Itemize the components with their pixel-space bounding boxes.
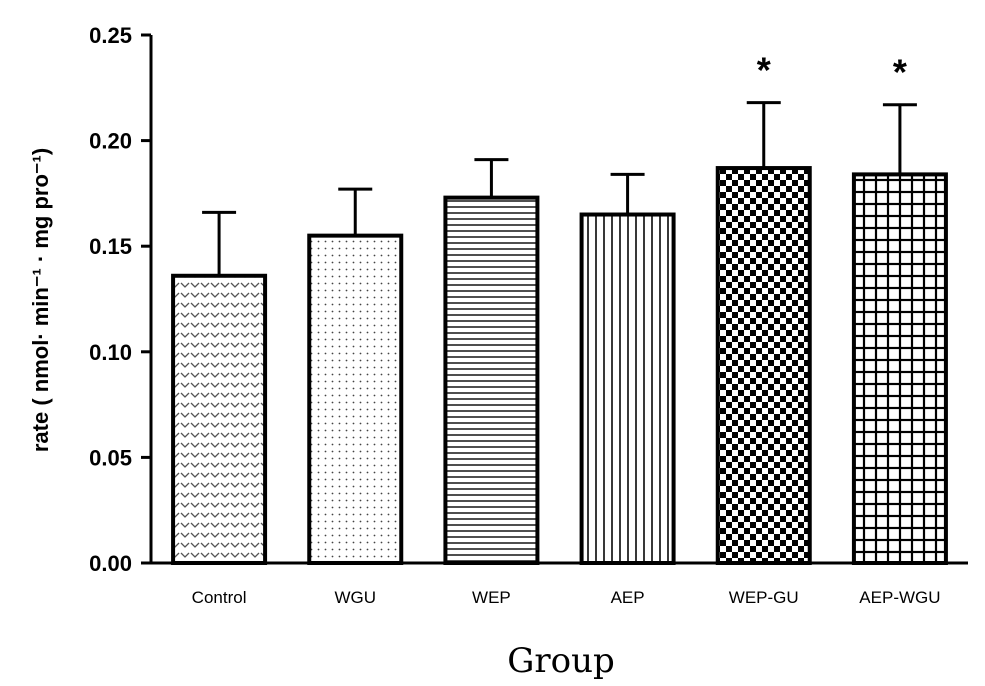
category-label: WGU	[334, 588, 376, 607]
bar-aep-wgu	[853, 174, 946, 563]
y-tick-label: 0.15	[89, 234, 132, 259]
bar-aep	[581, 214, 674, 563]
bar-wgu	[309, 235, 402, 563]
y-tick-label: 0.05	[89, 445, 132, 470]
bars: * *	[171, 50, 948, 566]
category-labels: Control WGU WEP AEP WEP-GU AEP-WGU	[192, 588, 941, 607]
y-tick-label: 0.10	[89, 340, 132, 365]
y-tick-label: 0.00	[89, 551, 132, 576]
y-tick-label: 0.25	[89, 23, 132, 48]
category-label: AEP-WGU	[859, 588, 940, 607]
axes	[149, 35, 968, 565]
category-label: WEP-GU	[729, 588, 799, 607]
y-axis-label: rate ( nmol· min⁻¹ · mg pro⁻¹)	[28, 148, 53, 452]
x-axis-label: Group	[507, 641, 615, 681]
category-label: Control	[192, 588, 247, 607]
category-label: WEP	[472, 588, 511, 607]
category-label: AEP	[611, 588, 645, 607]
y-ticks: 0.00 0.05 0.10 0.15 0.20 0.25	[89, 23, 151, 576]
bar-control	[173, 275, 266, 563]
y-tick-label: 0.20	[89, 129, 132, 154]
bar-wep	[445, 197, 538, 563]
bar-wep-gu	[717, 168, 810, 563]
significance-marker: *	[893, 52, 907, 93]
significance-marker: *	[757, 50, 771, 91]
